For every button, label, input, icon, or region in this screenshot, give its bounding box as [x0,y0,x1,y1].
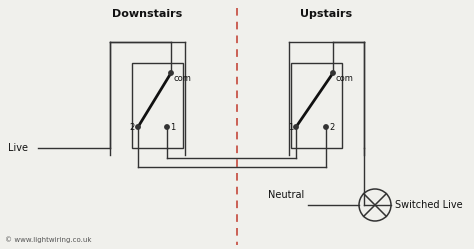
Bar [291,63,342,148]
Text: 1: 1 [170,123,175,131]
Circle shape [324,125,328,129]
Text: Downstairs: Downstairs [112,9,182,19]
Text: Neutral: Neutral [268,190,304,200]
Text: Upstairs: Upstairs [300,9,352,19]
Bar [132,63,183,148]
Text: 2: 2 [329,123,334,131]
Text: 2: 2 [130,123,135,131]
Circle shape [165,125,169,129]
Text: Live: Live [8,143,28,153]
Text: Switched Live: Switched Live [395,200,463,210]
Text: com: com [174,74,192,83]
Circle shape [136,125,140,129]
Circle shape [331,71,335,75]
Text: com: com [336,74,354,83]
Text: © www.lightwiring.co.uk: © www.lightwiring.co.uk [5,237,91,243]
Text: 1: 1 [288,123,293,131]
Circle shape [294,125,298,129]
Circle shape [169,71,173,75]
